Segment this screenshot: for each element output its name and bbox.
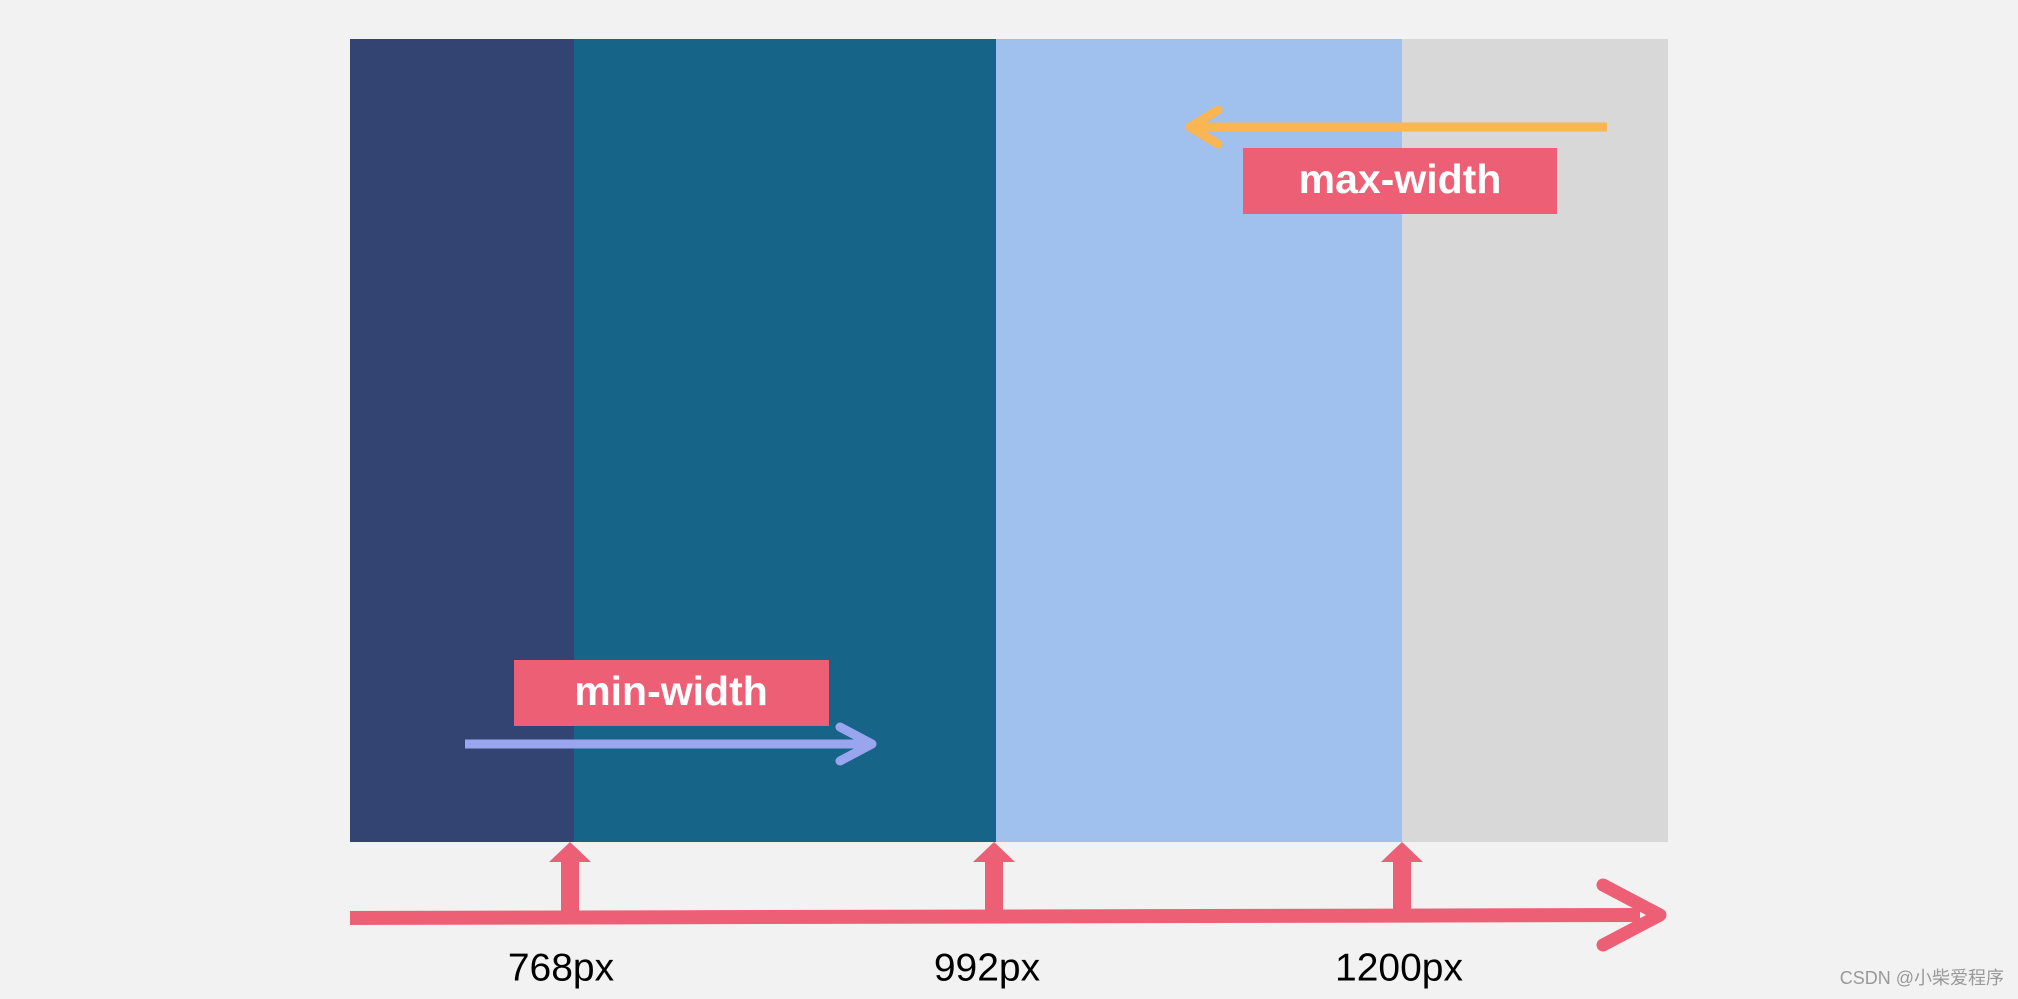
max-label: max-width xyxy=(1299,156,1502,202)
watermark: CSDN @小柴爱程序 xyxy=(1840,968,2004,988)
axis xyxy=(350,842,1667,952)
max-arrow xyxy=(1185,105,1607,149)
breakpoint-label: 1200px xyxy=(1335,946,1463,989)
min-label: min-width xyxy=(574,668,768,714)
min-box xyxy=(514,660,829,726)
max-box xyxy=(1243,148,1557,214)
min-arrow xyxy=(465,722,877,766)
breakpoint-label: 992px xyxy=(934,946,1041,989)
breakpoint-label: 768px xyxy=(508,946,615,989)
